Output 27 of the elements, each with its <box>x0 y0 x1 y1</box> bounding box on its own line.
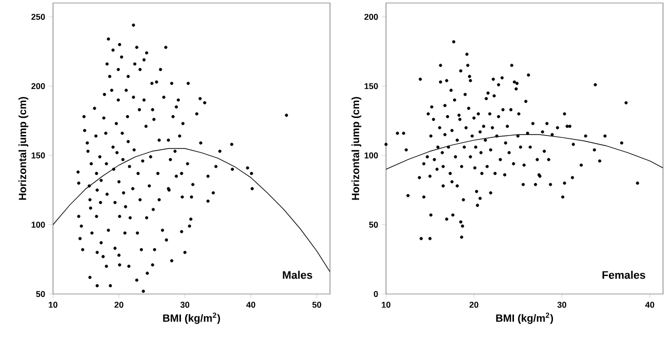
y-tick-label: 150 <box>364 83 378 90</box>
x-tick-label: 30 <box>180 302 190 308</box>
line-series <box>53 148 330 272</box>
line-series <box>386 134 664 170</box>
x-tick-label: 10 <box>382 302 390 308</box>
y-tick-label: 200 <box>364 14 378 20</box>
y-tick-label: 200 <box>31 83 45 90</box>
x-axis-title: BMI (kg/m$^{2}$) <box>163 312 220 324</box>
x-tick-label: 40 <box>645 302 654 308</box>
x-axis-title: BMI (kg/m$^{2}$) <box>496 312 553 324</box>
y-tick-label: 100 <box>32 222 45 228</box>
y-tick-label: 100 <box>364 152 378 158</box>
y-tick-label: 0 <box>374 291 378 297</box>
x-tick-label: 50 <box>312 302 322 308</box>
x-tick-label: 30 <box>557 302 566 308</box>
annotation: Females <box>602 270 646 279</box>
x-tick-label: 10 <box>48 302 58 308</box>
x-tick-label: 20 <box>470 302 478 308</box>
x-tick-label: 40 <box>246 302 256 308</box>
y-tick-label: 50 <box>36 291 45 297</box>
y-tick-label: 250 <box>31 14 45 20</box>
x-tick-label: 20 <box>114 302 124 308</box>
y-tick-label: 50 <box>369 222 378 228</box>
annotation: Males <box>282 270 312 279</box>
y-axis-title: Horizontal jump (cm) <box>352 97 362 200</box>
y-axis-title: Horizontal jump (cm) <box>18 97 28 200</box>
y-tick-label: 150 <box>32 152 45 158</box>
